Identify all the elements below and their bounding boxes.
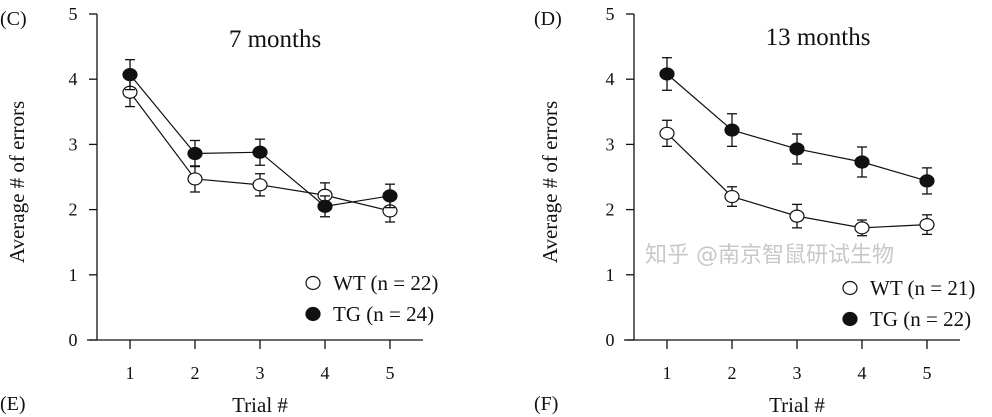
x-tick-label: 3 bbox=[793, 363, 802, 383]
x-axis-label: Trial # bbox=[769, 393, 825, 417]
data-point-tg bbox=[659, 67, 675, 81]
x-axis-label: Trial # bbox=[232, 393, 288, 417]
y-tick-label: 2 bbox=[606, 200, 615, 220]
x-tick-label: 1 bbox=[126, 363, 135, 383]
panel-label-c: (C) bbox=[0, 8, 27, 30]
y-tick-label: 5 bbox=[606, 4, 615, 24]
y-tick-label: 1 bbox=[69, 265, 78, 285]
data-point-wt bbox=[854, 221, 870, 235]
data-point-tg bbox=[317, 199, 333, 213]
x-tick-label: 5 bbox=[923, 363, 932, 383]
panel-label-f: (F) bbox=[534, 393, 558, 415]
legend-label: WT (n = 21) bbox=[870, 276, 975, 300]
data-point-tg bbox=[252, 145, 268, 159]
chart-13-months: 13 months Trial # Average # of errors 0 1… bbox=[538, 4, 975, 417]
legend-label: TG (n = 22) bbox=[870, 307, 971, 331]
data-point-tg bbox=[854, 155, 870, 169]
data-point-tg bbox=[724, 123, 740, 137]
chart-7-months: 7 months Trial # Average # of errors 0 1 2… bbox=[5, 4, 438, 417]
x-tick-label: 5 bbox=[386, 363, 395, 383]
legend-marker-tg bbox=[305, 306, 321, 322]
data-point-tg bbox=[382, 189, 398, 203]
legend-marker-wt bbox=[842, 280, 858, 296]
data-point-tg bbox=[122, 68, 138, 82]
x-tick-label: 4 bbox=[321, 363, 330, 383]
y-tick-label: 3 bbox=[606, 134, 615, 154]
legend-marker-wt bbox=[305, 275, 321, 291]
legend-label: TG (n = 24) bbox=[333, 302, 434, 326]
y-axis-label: Average # of errors bbox=[5, 101, 29, 263]
watermark: 知乎 @南京智鼠研试生物 bbox=[645, 243, 894, 268]
y-tick-label: 4 bbox=[69, 69, 78, 89]
data-point-tg bbox=[187, 146, 203, 161]
y-tick-label: 2 bbox=[69, 200, 78, 220]
data-point-wt bbox=[919, 217, 935, 232]
y-axis-label: Average # of errors bbox=[538, 101, 562, 263]
y-tick-label: 0 bbox=[69, 330, 78, 350]
data-point-tg bbox=[919, 174, 935, 188]
y-tick-label: 0 bbox=[606, 330, 615, 350]
x-tick-label: 2 bbox=[728, 363, 737, 383]
legend-label: WT (n = 22) bbox=[333, 271, 438, 295]
chart-title: 13 months bbox=[766, 24, 871, 51]
chart-title: 7 months bbox=[229, 26, 321, 53]
data-point-tg bbox=[789, 142, 805, 156]
series-line-tg bbox=[666, 73, 928, 182]
y-tick-label: 3 bbox=[69, 134, 78, 154]
x-tick-label: 1 bbox=[663, 363, 672, 383]
data-point-wt bbox=[724, 189, 740, 204]
panel-label-d: (D) bbox=[534, 8, 562, 30]
panel-label-e: (E) bbox=[0, 393, 26, 415]
x-tick-label: 3 bbox=[256, 363, 265, 383]
data-point-wt bbox=[659, 126, 675, 140]
y-tick-label: 5 bbox=[69, 4, 78, 24]
data-point-wt bbox=[252, 178, 268, 192]
x-tick-label: 4 bbox=[858, 363, 867, 383]
y-tick-label: 4 bbox=[606, 69, 615, 89]
y-tick-label: 1 bbox=[606, 265, 615, 285]
data-point-wt bbox=[187, 172, 203, 186]
legend-marker-tg bbox=[842, 311, 858, 327]
x-tick-label: 2 bbox=[191, 363, 200, 383]
data-point-wt bbox=[789, 209, 805, 223]
